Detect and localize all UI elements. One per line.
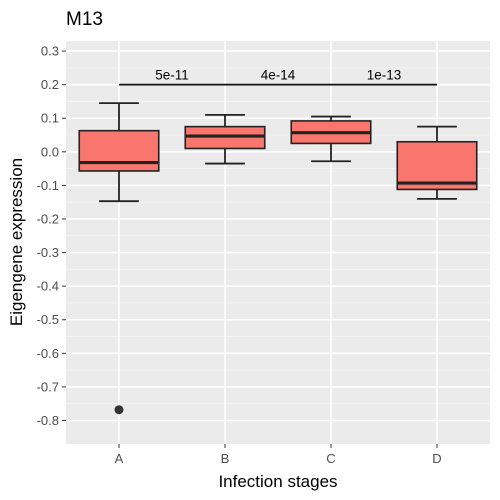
x-axis: A B C D	[115, 444, 442, 466]
box-a	[78, 102, 160, 415]
comparison-label: 1e-13	[367, 68, 402, 83]
chart-title: M13	[66, 9, 103, 30]
y-tick-label: 0.2	[41, 77, 59, 92]
box-body	[78, 129, 160, 172]
x-tick-label: A	[115, 451, 124, 466]
box-c	[290, 115, 372, 163]
comparison-a-b: 5e-11	[119, 68, 225, 86]
y-tick-label: 0.3	[41, 44, 59, 59]
box-d	[396, 125, 478, 200]
x-tick-label: D	[432, 451, 441, 466]
y-tick-label: -0.4	[37, 279, 59, 294]
comparison-brackets: 5e-11 4e-14 1e-13	[119, 68, 437, 86]
box-b	[184, 113, 266, 165]
y-tick-label: -0.3	[37, 245, 59, 260]
y-tick-label: -0.8	[37, 413, 59, 428]
outlier-point	[114, 405, 124, 415]
x-axis-title: Infection stages	[218, 472, 337, 491]
y-tick-label: -0.5	[37, 312, 59, 327]
plot-panel	[66, 41, 490, 444]
y-axis-title: Eigengene expression	[7, 158, 26, 326]
comparison-b-c: 4e-14	[225, 68, 331, 86]
y-tick-label: 0.1	[41, 111, 59, 126]
boxes	[78, 102, 478, 415]
x-tick-label: C	[326, 451, 335, 466]
y-tick-label: -0.6	[37, 346, 59, 361]
comparison-label: 5e-11	[155, 68, 189, 83]
comparison-c-d: 1e-13	[331, 68, 437, 86]
y-tick-label: -0.7	[37, 379, 59, 394]
y-tick-label: -0.1	[37, 178, 59, 193]
comparison-label: 4e-14	[261, 68, 296, 83]
x-tick-label: B	[221, 451, 230, 466]
y-tick-label: 0.0	[41, 144, 59, 159]
y-axis: 0.3 0.2 0.1 0.0 -0.1 -0.2 -0.3 -0.4 -0.5 -0.6 -0.7…	[37, 44, 66, 428]
y-tick-label: -0.2	[37, 211, 59, 226]
